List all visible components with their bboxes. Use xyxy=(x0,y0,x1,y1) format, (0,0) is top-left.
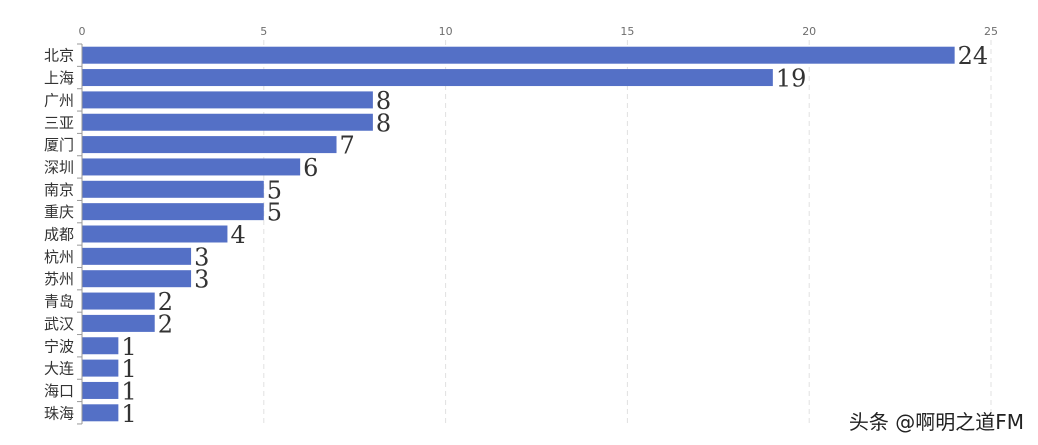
value-label: 3 xyxy=(194,266,209,294)
value-label: 19 xyxy=(776,65,807,93)
bar-15 xyxy=(82,381,119,399)
category-label: 苏州 xyxy=(44,270,74,288)
value-label: 1 xyxy=(121,400,136,428)
category-label: 成都 xyxy=(44,226,74,244)
bar-11 xyxy=(82,292,155,310)
bar-8 xyxy=(82,225,228,243)
grid-lines xyxy=(263,40,992,424)
x-tick-label: 25 xyxy=(984,25,998,38)
x-tick-label: 0 xyxy=(79,25,86,38)
bar-5 xyxy=(82,158,301,176)
bar-9 xyxy=(82,247,192,265)
category-label: 深圳 xyxy=(44,158,74,176)
watermark: 头条 @啊明之道FM xyxy=(848,410,1024,434)
bar-16 xyxy=(82,404,119,422)
category-label: 武汉 xyxy=(44,315,74,333)
value-label: 7 xyxy=(340,132,355,160)
category-label: 广州 xyxy=(44,91,74,109)
category-label: 重庆 xyxy=(44,203,74,221)
value-label: 1 xyxy=(121,377,136,405)
bar-7 xyxy=(82,203,264,221)
x-tick-label: 15 xyxy=(620,25,634,38)
value-label: 2 xyxy=(158,310,173,338)
value-label: 1 xyxy=(121,355,136,383)
value-label: 2 xyxy=(158,288,173,316)
value-label: 3 xyxy=(194,243,209,271)
value-label: 8 xyxy=(376,87,391,115)
category-label: 珠海 xyxy=(44,404,74,422)
category-label: 杭州 xyxy=(44,248,74,266)
value-label: 5 xyxy=(267,199,282,227)
value-label: 1 xyxy=(121,333,136,361)
value-label: 6 xyxy=(303,154,318,182)
category-label: 上海 xyxy=(44,69,74,87)
value-label: 5 xyxy=(267,176,282,204)
x-tick-label: 5 xyxy=(260,25,267,38)
x-axis-ticks: 0 5 10 15 20 25 xyxy=(79,25,999,38)
category-label: 三亚 xyxy=(44,114,74,132)
value-label: 8 xyxy=(376,109,391,137)
bar-10 xyxy=(82,270,192,288)
bar-14 xyxy=(82,359,119,377)
y-axis xyxy=(77,43,83,425)
bar-3 xyxy=(82,113,373,131)
bar-13 xyxy=(82,337,119,355)
bar-0 xyxy=(82,46,955,64)
bar-12 xyxy=(82,314,155,332)
bar-2 xyxy=(82,91,373,109)
bar-4 xyxy=(82,136,337,154)
category-label: 厦门 xyxy=(44,136,74,154)
category-label: 大连 xyxy=(44,360,74,378)
value-label: 4 xyxy=(230,221,245,249)
bar-6 xyxy=(82,180,264,198)
category-label: 北京 xyxy=(44,47,74,65)
bar-1 xyxy=(82,69,773,87)
category-label: 宁波 xyxy=(44,337,74,355)
category-label: 南京 xyxy=(44,181,74,199)
bars xyxy=(82,46,955,422)
category-label: 海口 xyxy=(44,382,74,400)
x-tick-label: 10 xyxy=(439,25,453,38)
x-tick-label: 20 xyxy=(802,25,816,38)
category-label: 青岛 xyxy=(44,293,74,311)
value-label: 24 xyxy=(958,42,989,70)
